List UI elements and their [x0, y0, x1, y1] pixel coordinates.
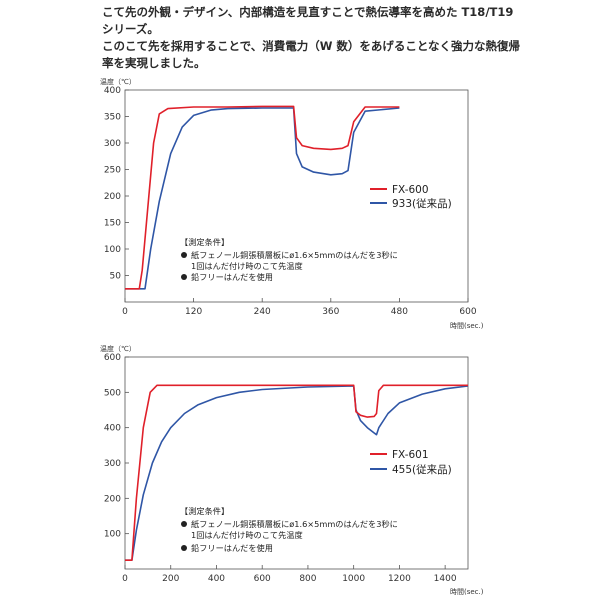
chart-2-y-tick-label: 500 — [104, 388, 121, 398]
chart-1-condition-1b: 1回はんだ付け時のこて先温度 — [191, 261, 303, 271]
chart-1-x-tick-label: 480 — [391, 307, 408, 317]
chart-1-y-ticks: 50 100 150 200 250 300 350 400 — [104, 86, 129, 282]
chart-2-x-tick-label: 1200 — [388, 574, 411, 584]
chart-2-condition-2: 鉛フリーはんだを使用 — [191, 543, 273, 553]
chart-1-x-tick-label: 600 — [459, 307, 476, 317]
chart-1-y-axis-label: 温度（℃） — [100, 77, 136, 86]
chart-2-conditions: 【測定条件】 紙フェノール銅張積層板にø1.6×5mmのはんだを3秒に 1回はん… — [180, 506, 398, 553]
chart-2-y-tick-label: 300 — [104, 459, 121, 469]
chart-1-legend-label-1: FX-600 — [392, 184, 429, 196]
chart-2-x-tick-label: 400 — [208, 574, 225, 584]
intro-text: こて先の外観・デザイン、内部構造を見直すことで熱伝導率を高めた T18/T19 … — [102, 4, 592, 72]
intro-line-3: このこて先を採用することで、消費電力（W 数）をあげることなく強力な熱復帰 — [102, 39, 521, 53]
chart-2-y-tick-label: 200 — [104, 494, 121, 504]
chart-2-x-tick-label: 1400 — [434, 574, 457, 584]
chart-1-conditions-title: 【測定条件】 — [180, 237, 229, 247]
chart-1-x-tick-label: 0 — [122, 307, 128, 317]
chart-1-series-lines — [125, 105, 400, 290]
chart-2-y-axis-label: 温度（℃） — [100, 344, 136, 353]
chart-1-conditions: 【測定条件】 紙フェノール銅張積層板にø1.6×5mmのはんだを3秒に 1回はん… — [180, 237, 398, 282]
chart-1-x-tick-label: 240 — [254, 307, 271, 317]
chart-2-y-tick-label: 100 — [104, 530, 121, 540]
chart-1-x-axis-label: 時間(sec.) — [450, 322, 484, 330]
chart-2-x-tick-label: 200 — [162, 574, 179, 584]
chart-2-series-line-1 — [125, 384, 468, 561]
chart-1-bullet-1 — [181, 252, 187, 258]
chart-2-legend-label-2: 455(従来品) — [392, 463, 452, 476]
chart-1-y-tick-label: 50 — [110, 272, 122, 282]
chart-1-legend: FX-600 933(従来品) — [370, 184, 452, 210]
chart-2-bullet-2 — [181, 545, 187, 551]
chart-1-y-tick-label: 250 — [104, 166, 121, 176]
chart-1-y-tick-label: 100 — [104, 245, 121, 255]
chart-2-legend: FX-601 455(従来品) — [370, 449, 452, 476]
intro-line-4: 率を実現しました。 — [102, 56, 206, 70]
chart-2: 温度（℃） 時間(sec.) 100 200 300 400 500 600 0 200 40… — [100, 344, 484, 596]
chart-1-y-tick-label: 400 — [104, 86, 121, 96]
chart-2-conditions-title: 【測定条件】 — [180, 506, 229, 516]
chart-1-bullet-2 — [181, 274, 187, 280]
intro-line-2: シリーズ。 — [102, 22, 159, 36]
chart-2-x-tick-label: 1000 — [342, 574, 365, 584]
chart-1-x-tick-label: 360 — [322, 307, 339, 317]
chart-2-x-axis-label: 時間(sec.) — [450, 588, 484, 596]
chart-2-condition-1b: 1回はんだ付け時のこて先温度 — [191, 530, 303, 540]
chart-1-x-tick-label: 120 — [185, 307, 202, 317]
chart-1-y-tick-label: 350 — [104, 113, 121, 123]
chart-1-condition-2: 鉛フリーはんだを使用 — [191, 272, 273, 282]
chart-2-x-tick-label: 600 — [254, 574, 271, 584]
chart-1-y-tick-label: 150 — [104, 219, 121, 229]
chart-2-y-tick-label: 400 — [104, 424, 121, 434]
chart-1: 温度（℃） 時間(sec.) 50 100 150 200 250 300 350 400 0… — [100, 77, 484, 330]
chart-2-x-tick-label: 0 — [122, 574, 128, 584]
chart-2-series-line-2 — [125, 385, 469, 561]
chart-1-series-line-1 — [125, 105, 400, 290]
chart-2-x-tick-label: 800 — [299, 574, 316, 584]
chart-1-x-ticks: 0 120 240 360 480 600 — [122, 298, 477, 317]
chart-2-condition-1a: 紙フェノール銅張積層板にø1.6×5mmのはんだを3秒に — [191, 519, 398, 529]
chart-1-condition-1a: 紙フェノール銅張積層板にø1.6×5mmのはんだを3秒に — [191, 250, 398, 260]
chart-1-y-tick-label: 200 — [104, 192, 121, 202]
chart-1-series-line-2 — [125, 107, 400, 290]
chart-2-x-ticks: 0 200 400 600 800 1000 1200 1400 — [122, 565, 457, 584]
intro-line-1: こて先の外観・デザイン、内部構造を見直すことで熱伝導率を高めた T18/T19 — [102, 5, 514, 19]
chart-2-y-ticks: 100 200 300 400 500 600 — [104, 353, 129, 540]
chart-2-y-tick-label: 600 — [104, 353, 121, 363]
chart-1-y-tick-label: 300 — [104, 139, 121, 149]
chart-2-bullet-1 — [181, 521, 187, 527]
chart-2-legend-label-1: FX-601 — [392, 449, 429, 461]
chart-1-legend-label-2: 933(従来品) — [392, 197, 452, 210]
chart-2-series-lines — [125, 384, 469, 561]
